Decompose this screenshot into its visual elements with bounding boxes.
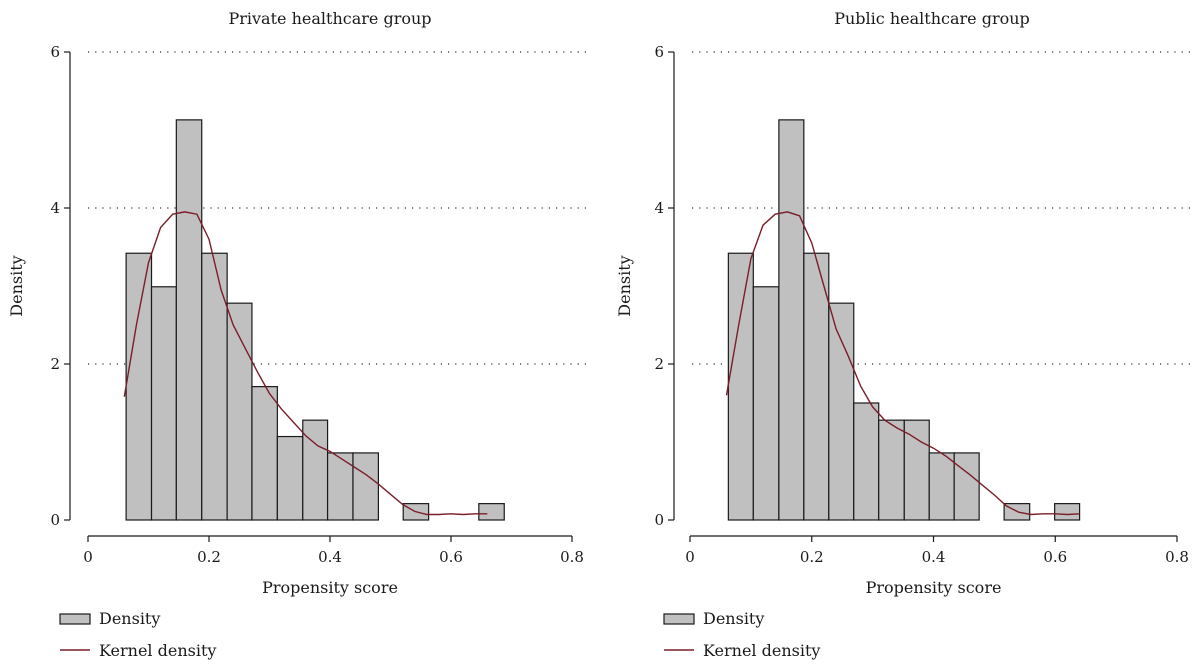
kernel-density-line xyxy=(123,211,488,516)
histogram-bar xyxy=(903,419,930,521)
histogram-bar xyxy=(1054,503,1081,521)
x-tick-label: 0.4 xyxy=(318,548,342,566)
histogram-bar xyxy=(478,503,505,521)
histogram-bar xyxy=(778,119,805,521)
histogram-bar xyxy=(352,452,379,521)
legend: Density Kernel density xyxy=(59,609,216,660)
y-tick-label: 0 xyxy=(50,511,60,529)
public-group-panel: Public healthcare group 0 2 4 6 0 0.2 0.4 0.6 0.8… xyxy=(615,9,1196,660)
legend-density-label: Density xyxy=(99,609,160,628)
x-tick-label: 0.8 xyxy=(1165,548,1189,566)
y-tick-label: 2 xyxy=(654,355,664,373)
histogram-bar xyxy=(302,419,329,521)
histogram-bar xyxy=(803,252,830,521)
x-tick-label: 0.2 xyxy=(800,548,824,566)
y-axis-label: Density xyxy=(615,255,634,316)
histogram-bar xyxy=(828,302,855,521)
chart-title: Public healthcare group xyxy=(834,9,1030,28)
histogram-bar xyxy=(175,119,203,521)
y-tick-label: 4 xyxy=(50,199,60,217)
legend-density-swatch xyxy=(663,613,695,625)
legend-density-swatch xyxy=(59,613,91,625)
y-axis-label: Density xyxy=(7,255,26,316)
histogram-bar xyxy=(752,286,780,521)
x-tick-label: 0.6 xyxy=(1043,548,1067,566)
histogram-bar xyxy=(226,302,253,521)
histogram-bar xyxy=(251,386,278,521)
histogram-bar xyxy=(150,286,177,521)
x-tick-label: 0.2 xyxy=(197,548,221,566)
histogram-bar xyxy=(201,252,228,521)
kernel-density-line xyxy=(725,211,1080,516)
y-tick-label: 2 xyxy=(50,355,60,373)
y-tick-label: 0 xyxy=(654,511,664,529)
histogram-bar xyxy=(125,252,153,521)
histogram-bar xyxy=(953,452,980,521)
chart-title: Private healthcare group xyxy=(228,9,431,28)
histogram-bar xyxy=(727,252,754,521)
x-tick-label: 0.4 xyxy=(922,548,946,566)
histogram-bar xyxy=(853,402,880,521)
histogram-bar xyxy=(878,419,905,521)
y-tick-label: 6 xyxy=(654,43,664,61)
private-group-panel: Private healthcare group 0 2 4 6 0 0.2 0.4 0.6 0.… xyxy=(7,9,592,660)
y-tick-label: 6 xyxy=(50,43,60,61)
legend-density-label: Density xyxy=(703,609,764,628)
x-axis-label: Propensity score xyxy=(262,578,398,597)
x-tick-label: 0 xyxy=(83,548,93,566)
histogram-bar xyxy=(928,452,955,521)
legend: Density Kernel density xyxy=(663,609,820,660)
x-tick-label: 0 xyxy=(685,548,695,566)
x-axis-label: Propensity score xyxy=(866,578,1002,597)
legend-kernel-label: Kernel density xyxy=(703,641,820,660)
legend-kernel-label: Kernel density xyxy=(99,641,216,660)
y-tick-label: 4 xyxy=(654,199,664,217)
histogram-bar xyxy=(276,435,304,521)
x-tick-label: 0.6 xyxy=(439,548,463,566)
x-tick-label: 0.8 xyxy=(560,548,584,566)
